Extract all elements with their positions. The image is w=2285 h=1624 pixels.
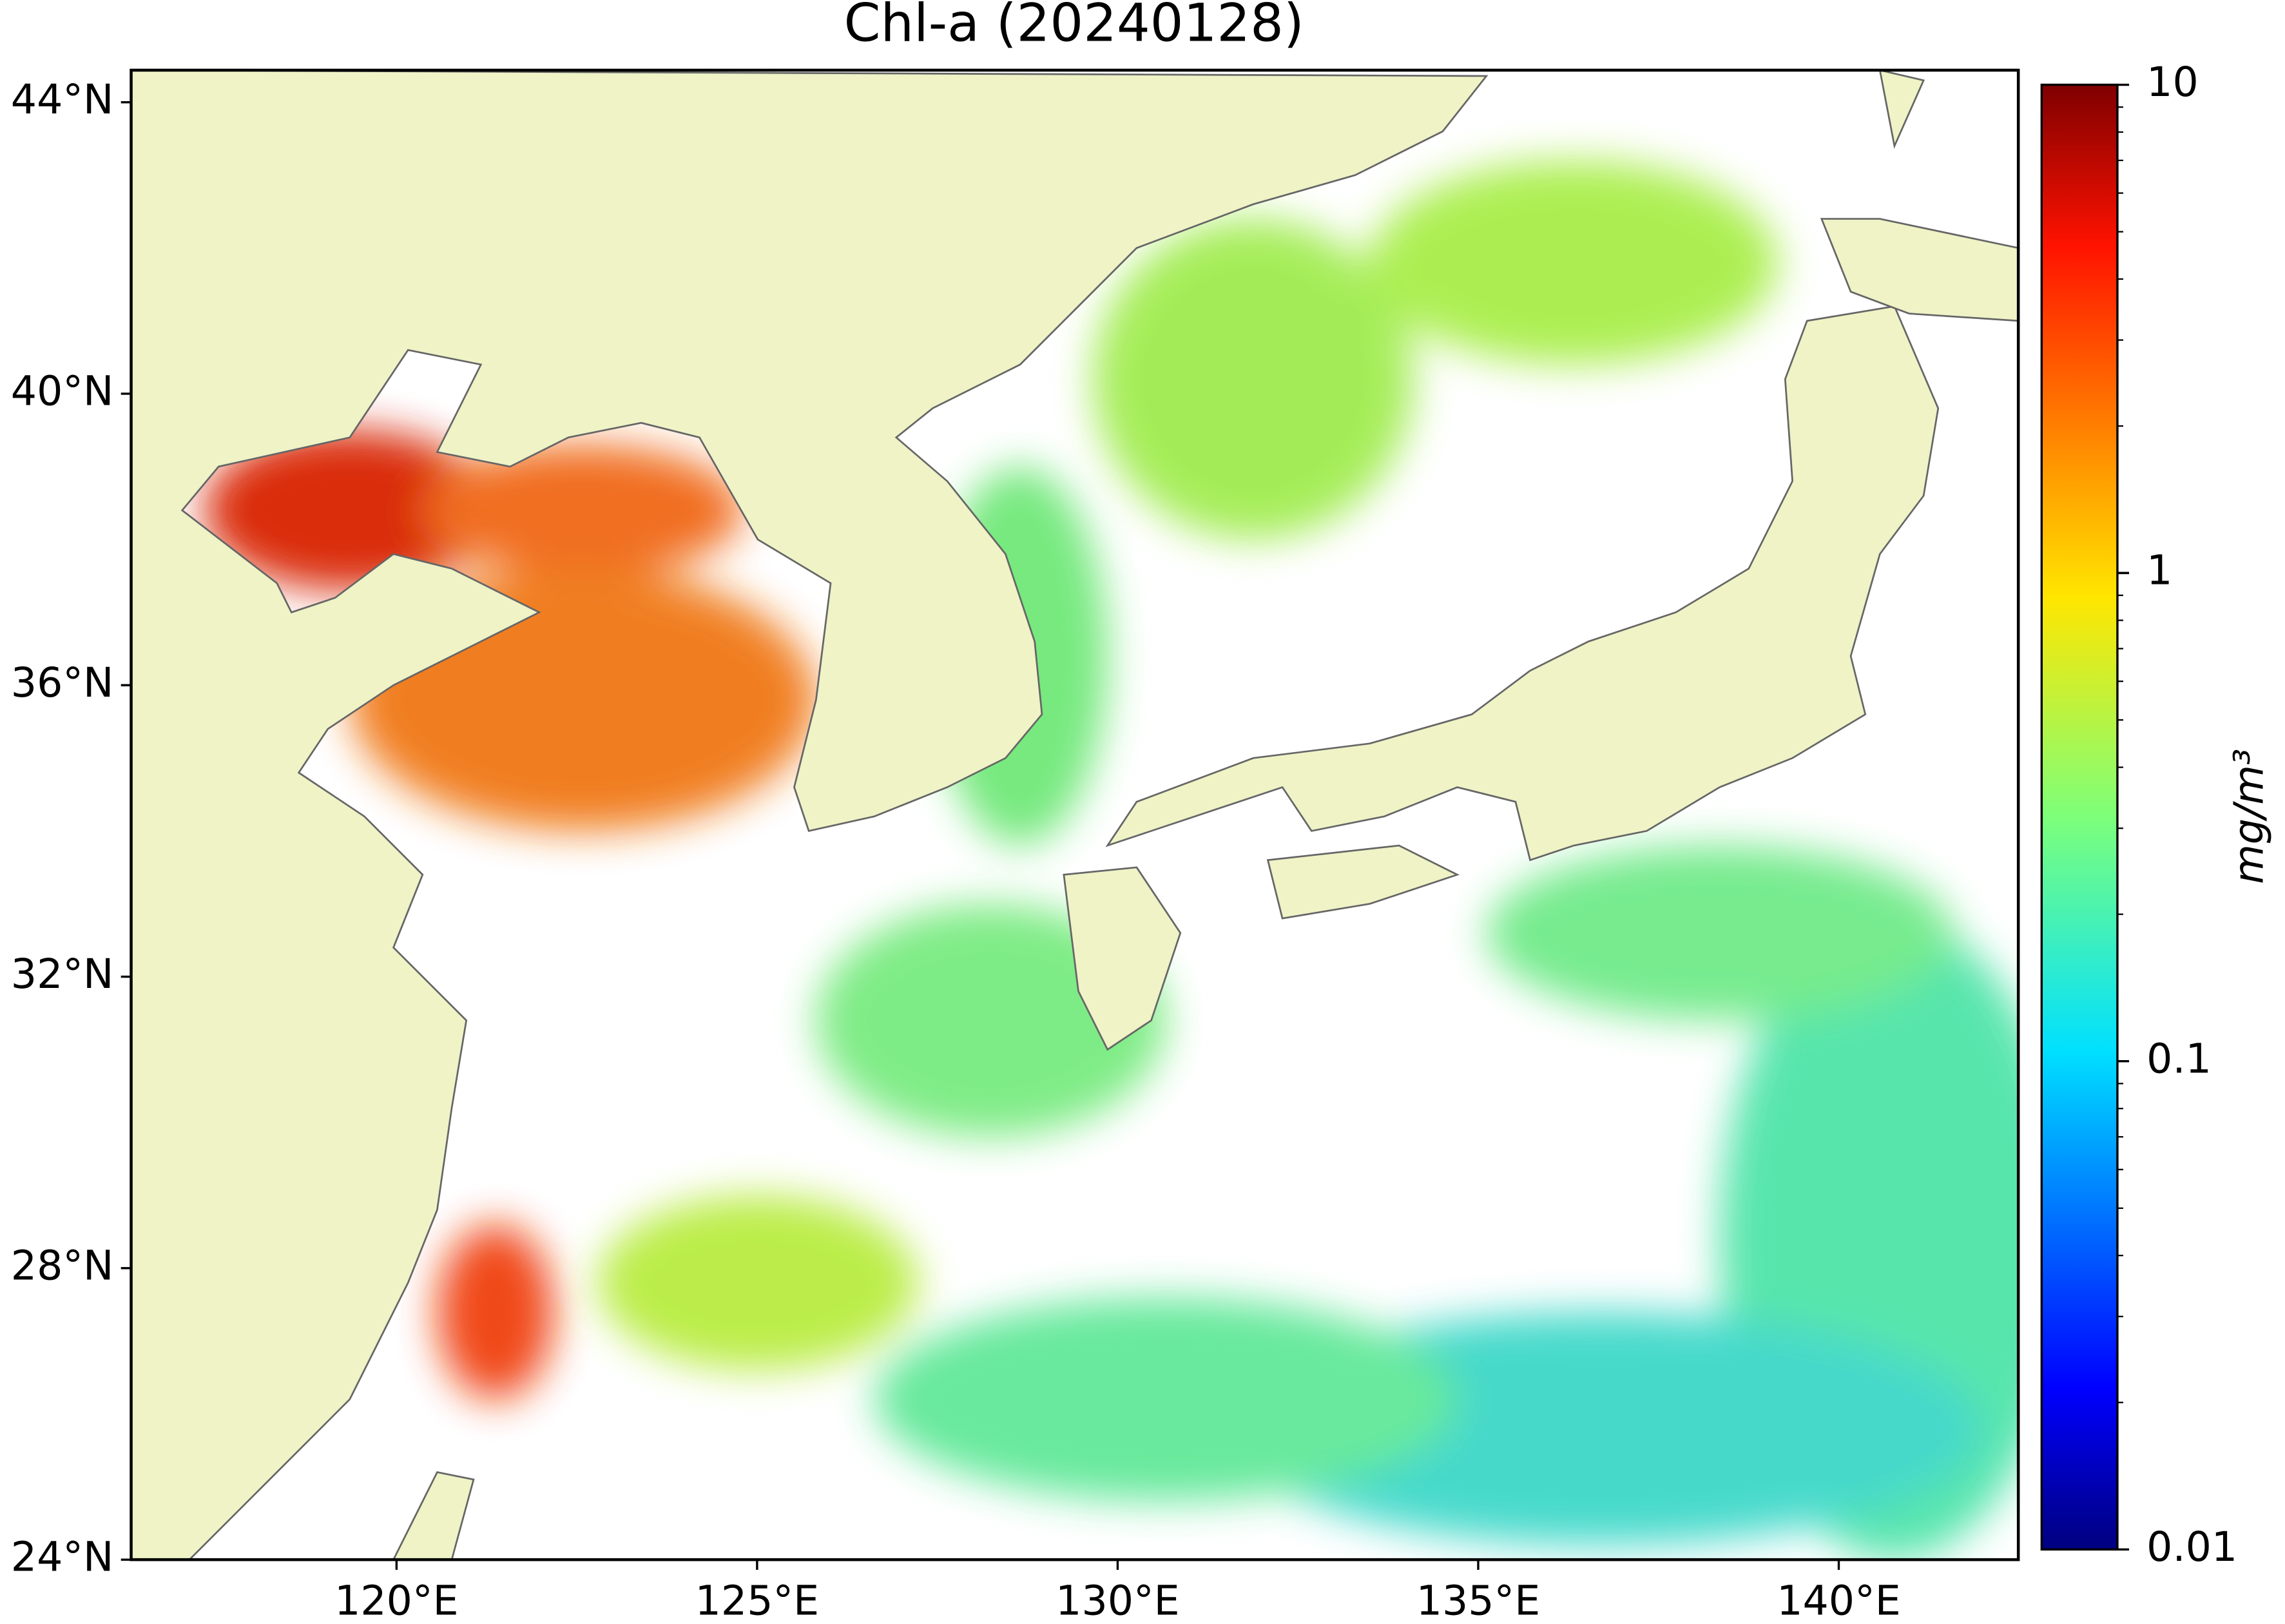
taiwan <box>392 1471 475 1560</box>
sakhalin <box>1878 70 1925 150</box>
hokkaido <box>1820 218 2019 322</box>
shikoku <box>1266 844 1460 920</box>
x-tick-label: 135°E <box>1416 1577 1541 1624</box>
x-tick-label: 120°E <box>334 1577 459 1624</box>
colorbar-label: mg/m³ <box>2225 749 2273 884</box>
x-tick-label: 125°E <box>695 1577 820 1624</box>
x-tick-label: 140°E <box>1777 1577 1901 1624</box>
x-tick-label: 130°E <box>1056 1577 1180 1624</box>
y-tick-label: 36°N <box>11 659 114 706</box>
chlorophyll-field <box>204 160 2019 1560</box>
chart-title: Chl-a (20240128) <box>844 0 1304 54</box>
y-tick-label: 44°N <box>11 75 114 123</box>
y-tick-label: 28°N <box>11 1241 114 1289</box>
map-area <box>131 70 2019 1560</box>
honshu <box>1105 305 1940 862</box>
colorbar-tick-label: 10 <box>2146 58 2199 106</box>
colorbar-tick-label: 1 <box>2146 546 2172 594</box>
y-tick-label: 32°N <box>11 950 114 998</box>
axes-frame <box>130 68 2020 1561</box>
mainland <box>131 70 1489 1560</box>
colorbar <box>2040 83 2119 1551</box>
colorbar-tick-label: 0.01 <box>2146 1523 2237 1571</box>
y-tick-label: 40°N <box>11 367 114 415</box>
kyushu <box>1063 866 1182 1051</box>
y-tick-label: 24°N <box>11 1533 114 1581</box>
colorbar-tick-label: 0.1 <box>2146 1034 2212 1082</box>
